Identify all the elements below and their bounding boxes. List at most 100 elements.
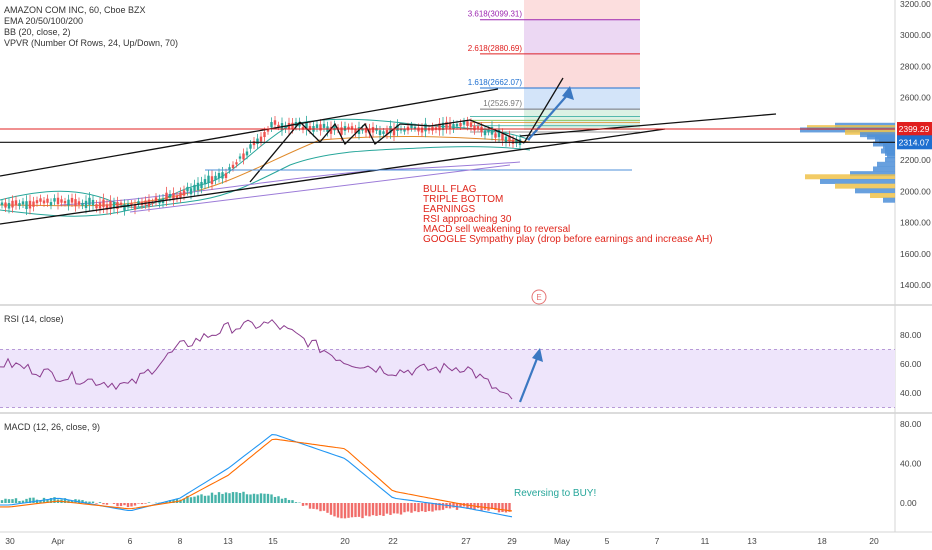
price-level-lines: 2399.29 2314.07 bbox=[0, 121, 932, 150]
macd-histogram-bar bbox=[119, 503, 123, 507]
candle-body bbox=[508, 135, 511, 142]
candle-body bbox=[424, 123, 427, 132]
macd-histogram-bar bbox=[378, 503, 382, 516]
macd-histogram-bar bbox=[424, 503, 427, 512]
candle-body bbox=[53, 198, 56, 202]
candle-body bbox=[60, 199, 63, 203]
macd-histogram-bar bbox=[273, 496, 277, 503]
macd-histogram-bar bbox=[210, 492, 214, 503]
candle-body bbox=[441, 122, 445, 131]
macd-histogram-bar bbox=[98, 502, 102, 503]
macd-histogram-bar bbox=[389, 503, 392, 515]
candle-body bbox=[28, 200, 32, 209]
macd-histogram-bar bbox=[126, 503, 130, 508]
legend-line: BB (20, close, 2) bbox=[4, 27, 71, 37]
macd-tick-label: 40.00 bbox=[900, 459, 922, 469]
legend-line: AMAZON COM INC, 60, Cboe BZX bbox=[4, 5, 146, 15]
flag-pole-line bbox=[249, 121, 301, 183]
rsi-tick-label: 40.00 bbox=[900, 388, 922, 398]
bb-lower bbox=[0, 146, 531, 217]
candle-body bbox=[301, 127, 305, 130]
macd-histogram-bar bbox=[95, 503, 98, 504]
macd-histogram-bar bbox=[228, 493, 231, 503]
macd-histogram-bar bbox=[494, 503, 497, 511]
macd-histogram-bar bbox=[340, 503, 343, 519]
macd-histogram-bar bbox=[347, 503, 350, 518]
annotation-line: RSI approaching 30 bbox=[423, 214, 512, 225]
candle-body bbox=[469, 122, 473, 127]
candle-body bbox=[420, 127, 424, 133]
macd-histogram-bar bbox=[214, 494, 217, 503]
macd-histogram-bar bbox=[417, 503, 420, 513]
macd-histogram-bar bbox=[182, 498, 186, 503]
candle-body bbox=[252, 141, 256, 146]
volume-bar bbox=[820, 178, 895, 184]
macd-histogram-bar bbox=[301, 503, 305, 506]
candle-body bbox=[112, 202, 116, 209]
candle-body bbox=[39, 198, 42, 202]
candle-body bbox=[0, 202, 4, 206]
candle-body bbox=[18, 203, 21, 207]
macd-histogram-bar bbox=[319, 503, 322, 512]
macd-histogram-bar bbox=[4, 498, 7, 503]
volume-bar bbox=[835, 183, 895, 189]
candle-body bbox=[273, 120, 277, 125]
candle-body bbox=[354, 128, 357, 134]
macd-histogram-bar bbox=[406, 503, 410, 512]
macd-histogram-bar bbox=[441, 503, 445, 510]
time-tick-label: 18 bbox=[817, 536, 827, 546]
macd-histogram-bar bbox=[105, 503, 109, 505]
macd-histogram-bar bbox=[165, 501, 168, 503]
price-tick-label: 2000.00 bbox=[900, 186, 931, 196]
time-tick-label: 22 bbox=[388, 536, 398, 546]
macd-histogram-bar bbox=[144, 503, 147, 504]
macd-histogram-bar bbox=[221, 493, 224, 503]
macd-histogram-bar bbox=[343, 503, 347, 519]
volume-bar bbox=[855, 188, 895, 194]
macd-histogram-bar bbox=[410, 503, 413, 513]
candle-body bbox=[25, 201, 28, 210]
macd-histogram-bar bbox=[0, 500, 4, 503]
rsi-tick-label: 60.00 bbox=[900, 359, 922, 369]
macd-histogram-bar bbox=[291, 500, 294, 503]
candle-body bbox=[210, 176, 214, 185]
candle-body bbox=[277, 124, 280, 128]
candle-body bbox=[448, 122, 452, 130]
candle-body bbox=[81, 202, 84, 206]
candle-body bbox=[382, 131, 385, 134]
candle-body bbox=[196, 182, 200, 191]
time-tick-label: 27 bbox=[461, 536, 471, 546]
time-tick-label: 20 bbox=[869, 536, 879, 546]
candle-body bbox=[315, 124, 319, 129]
candle-body bbox=[497, 129, 501, 138]
macd-histogram-bar bbox=[277, 496, 280, 503]
price-label-text: 2399.29 bbox=[899, 124, 930, 134]
macd-histogram-bar bbox=[224, 492, 228, 503]
macd-tick-label: 0.00 bbox=[900, 498, 917, 508]
macd-histogram-bar bbox=[357, 503, 361, 517]
time-tick-label: 6 bbox=[128, 536, 133, 546]
candle-body bbox=[119, 202, 123, 205]
time-tick-label: 7 bbox=[655, 536, 660, 546]
price-tick-label: 1800.00 bbox=[900, 218, 931, 228]
candle-body bbox=[165, 192, 168, 201]
volume-bar bbox=[850, 171, 895, 177]
candle-body bbox=[245, 151, 249, 156]
macd-histogram-bar bbox=[189, 497, 193, 503]
macd-histogram-bar bbox=[459, 503, 462, 508]
legend-line: VPVR (Number Of Rows, 24, Up/Down, 70) bbox=[4, 38, 178, 48]
candle-body bbox=[214, 175, 217, 181]
candle-body bbox=[224, 173, 228, 179]
macd-histogram-bar bbox=[70, 500, 74, 503]
macd-note: Reversing to BUY! bbox=[514, 488, 596, 499]
time-tick-label: 15 bbox=[268, 536, 278, 546]
macd-histogram-bar bbox=[322, 503, 326, 511]
candle-body bbox=[515, 140, 518, 144]
rsi-arrowhead bbox=[532, 348, 543, 362]
candle-body bbox=[228, 167, 231, 171]
trend-extension-line bbox=[519, 113, 777, 137]
candle-body bbox=[319, 124, 322, 131]
macd-histogram-bar bbox=[364, 503, 368, 516]
